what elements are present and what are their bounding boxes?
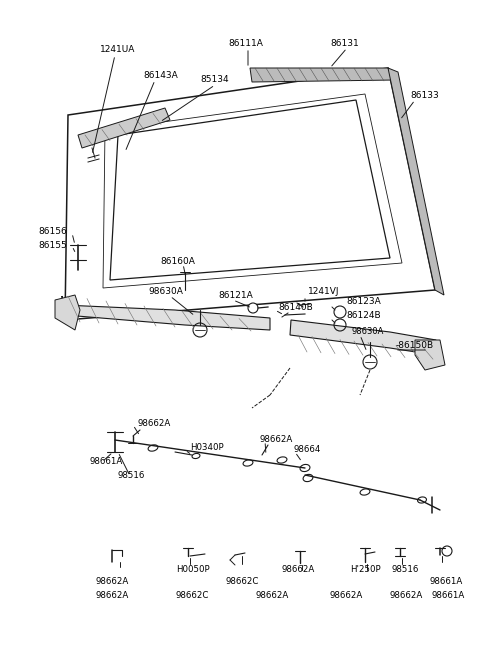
Text: 98516: 98516: [392, 566, 420, 574]
Polygon shape: [62, 296, 270, 330]
Text: 98662A: 98662A: [390, 591, 423, 600]
Polygon shape: [290, 320, 436, 355]
Polygon shape: [250, 68, 395, 82]
Text: 85134: 85134: [200, 76, 228, 85]
Polygon shape: [388, 68, 444, 295]
Text: 98661A: 98661A: [430, 578, 463, 587]
Text: 86155: 86155: [38, 242, 67, 250]
Text: H0340P: H0340P: [190, 443, 224, 451]
Text: 98662A: 98662A: [95, 591, 128, 600]
Text: 86156: 86156: [38, 227, 67, 237]
Text: 86140B: 86140B: [278, 304, 313, 313]
Text: 1241UA: 1241UA: [100, 45, 135, 55]
Text: 86131: 86131: [330, 39, 359, 49]
Text: 98662A: 98662A: [255, 591, 288, 600]
Text: 98661A: 98661A: [432, 591, 465, 600]
Text: 1241VJ: 1241VJ: [308, 288, 339, 296]
Text: 98662A: 98662A: [330, 591, 363, 600]
Text: 98662A: 98662A: [260, 436, 293, 445]
Polygon shape: [415, 340, 445, 370]
Text: 86121A: 86121A: [218, 292, 253, 300]
Polygon shape: [78, 108, 170, 148]
Text: H'250P: H'250P: [350, 566, 381, 574]
Text: 86133: 86133: [410, 91, 439, 101]
Text: 98662C: 98662C: [225, 578, 258, 587]
Text: 98664: 98664: [293, 445, 320, 453]
Text: 98662A: 98662A: [95, 578, 128, 587]
Text: 86111A: 86111A: [228, 39, 263, 49]
Text: 86143A: 86143A: [143, 72, 178, 81]
Text: 86124B: 86124B: [346, 311, 381, 321]
Text: 98662A: 98662A: [138, 420, 171, 428]
Text: -86150B: -86150B: [396, 342, 434, 350]
Text: 98516: 98516: [118, 472, 145, 480]
Text: 98661A: 98661A: [90, 457, 123, 466]
Text: 98662C: 98662C: [176, 591, 209, 600]
Polygon shape: [55, 295, 80, 330]
Text: H0050P: H0050P: [176, 566, 210, 574]
Text: 86160A: 86160A: [160, 258, 195, 267]
Text: 98630A: 98630A: [352, 327, 384, 336]
Text: 98662A: 98662A: [282, 566, 315, 574]
Text: 98630A: 98630A: [148, 286, 183, 296]
Text: 86123A: 86123A: [346, 298, 381, 307]
Circle shape: [248, 303, 258, 313]
